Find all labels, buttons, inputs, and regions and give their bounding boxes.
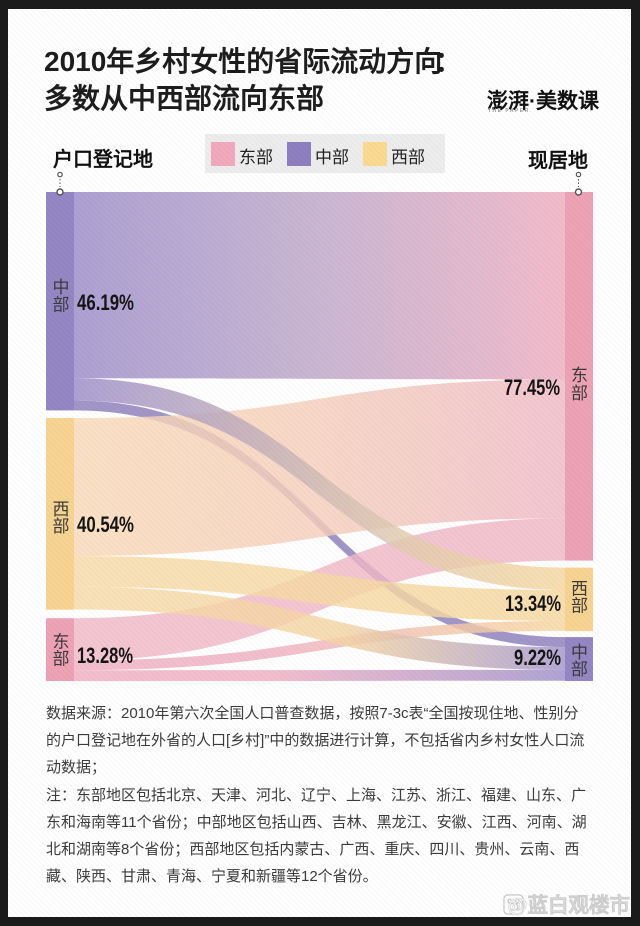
svg-text:部: 部 [571,597,588,616]
svg-text:部: 部 [53,296,70,315]
svg-text:部: 部 [571,384,588,403]
svg-text:部: 部 [571,660,588,679]
svg-text:中: 中 [571,643,588,662]
svg-text:部: 部 [53,650,70,669]
svg-text:中: 中 [53,278,70,297]
svg-text:部: 部 [53,517,70,536]
svg-text:13.28%: 13.28% [77,643,133,668]
svg-text:东: 东 [571,366,588,385]
svg-text:13.34%: 13.34% [505,591,561,616]
svg-text:9.22%: 9.22% [514,645,561,670]
svg-text:40.54%: 40.54% [77,512,134,537]
svg-text:西: 西 [571,580,588,599]
svg-text:77.45%: 77.45% [504,375,560,400]
svg-text:东: 东 [53,633,70,652]
svg-text:西: 西 [53,500,70,519]
svg-text:46.19%: 46.19% [77,290,134,315]
